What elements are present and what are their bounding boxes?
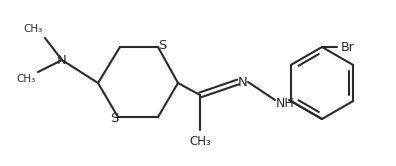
Text: S: S — [110, 113, 118, 125]
Text: CH₃: CH₃ — [24, 24, 43, 34]
Text: Br: Br — [341, 41, 355, 53]
Text: CH₃: CH₃ — [189, 135, 211, 148]
Text: CH₃: CH₃ — [17, 74, 36, 84]
Text: NH: NH — [276, 97, 295, 110]
Text: S: S — [158, 39, 166, 51]
Text: N: N — [238, 76, 248, 88]
Text: N: N — [57, 53, 67, 67]
